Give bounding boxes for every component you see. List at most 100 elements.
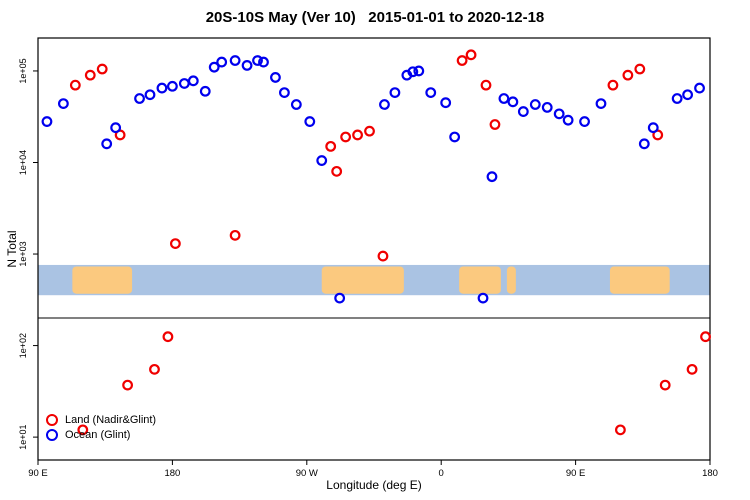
x-tick-label: 90 E	[28, 468, 48, 479]
ocean-series-marker-icon	[46, 428, 58, 441]
data-point-ocean	[498, 93, 510, 104]
data-point-land	[489, 119, 501, 130]
data-point-ocean	[334, 292, 346, 304]
y-tick-label: 1e+02	[18, 333, 28, 358]
map-strip-land-patch	[72, 266, 133, 294]
plot-border	[37, 37, 711, 461]
data-point-land	[686, 363, 698, 375]
data-point-land	[96, 63, 108, 75]
data-point-ocean	[541, 101, 553, 113]
y-tick-label: 1e+01	[18, 424, 28, 449]
data-point-ocean	[694, 82, 705, 94]
data-point-ocean	[529, 99, 541, 110]
y-tick-label: 1e+04	[18, 150, 28, 175]
legend-label-ocean: Ocean (Glint)	[65, 428, 131, 441]
data-point-ocean	[477, 292, 489, 304]
data-point-land	[77, 424, 89, 436]
data-point-ocean	[270, 72, 281, 83]
data-point-land	[325, 140, 337, 152]
data-point-ocean	[304, 116, 316, 127]
data-point-ocean	[671, 93, 683, 104]
data-point-ocean	[407, 66, 419, 78]
data-point-land	[607, 79, 619, 91]
legend-item-ocean: Ocean (Glint)	[46, 427, 156, 442]
data-point-land	[149, 363, 160, 375]
data-point-land	[377, 250, 389, 262]
map-strip-land-patch	[609, 266, 670, 294]
data-point-land	[122, 379, 133, 391]
data-point-ocean	[316, 155, 328, 166]
data-point-land	[69, 79, 81, 91]
data-point-land	[700, 331, 711, 343]
data-point-land	[659, 379, 671, 391]
data-point-ocean	[440, 97, 452, 109]
data-point-ocean	[517, 106, 529, 117]
data-point-land	[615, 424, 626, 436]
data-point-land	[331, 165, 343, 177]
data-point-land	[480, 79, 492, 91]
data-point-land	[229, 229, 241, 241]
data-point-ocean	[156, 82, 168, 94]
x-axis-label: Longitude (deg E)	[326, 478, 422, 492]
data-point-ocean	[682, 89, 693, 101]
data-point-ocean	[638, 138, 650, 150]
x-tick-label: 90 E	[566, 468, 586, 479]
data-point-ocean	[241, 59, 253, 71]
data-point-ocean	[553, 108, 565, 120]
data-point-ocean	[486, 171, 498, 183]
data-point-ocean	[595, 98, 607, 109]
data-point-land	[634, 63, 646, 75]
x-tick-label: 0	[439, 468, 444, 479]
x-tick-label: 180	[702, 468, 718, 479]
data-point-ocean	[110, 122, 122, 134]
map-strip-land-patch	[321, 266, 404, 294]
legend: Land (Nadir&Glint) Ocean (Glint)	[46, 412, 156, 442]
data-point-ocean	[449, 131, 461, 143]
data-point-ocean	[413, 65, 425, 77]
x-tick-label: 180	[164, 468, 180, 479]
chart-title: 20S-10S May (Ver 10) 2015-01-01 to 2020-…	[205, 9, 545, 26]
data-point-land	[456, 55, 468, 66]
data-point-ocean	[379, 99, 390, 110]
data-point-ocean	[279, 87, 290, 99]
legend-item-land: Land (Nadir&Glint)	[46, 412, 156, 427]
data-point-ocean	[41, 116, 53, 127]
data-point-ocean	[166, 80, 178, 92]
data-point-ocean	[252, 55, 263, 66]
x-tick-label: 90 W	[296, 468, 318, 479]
land-series-marker-icon	[46, 413, 58, 426]
data-point-ocean	[579, 116, 590, 127]
y-tick-label: 1e+03	[18, 241, 28, 266]
data-point-land	[162, 331, 174, 343]
data-point-land	[352, 129, 363, 141]
data-point-land	[169, 238, 181, 250]
data-point-ocean	[258, 56, 269, 68]
data-point-ocean	[647, 122, 659, 134]
data-point-land	[340, 131, 352, 143]
data-point-land	[364, 125, 375, 137]
map-strip-land-patch	[506, 266, 516, 294]
legend-label-land: Land (Nadir&Glint)	[65, 413, 157, 426]
map-strip-land-patch	[459, 266, 501, 294]
data-point-ocean	[199, 85, 211, 97]
data-point-ocean	[208, 61, 220, 73]
data-point-ocean	[57, 98, 69, 109]
data-point-ocean	[562, 114, 574, 126]
data-point-ocean	[290, 99, 302, 110]
data-point-ocean	[229, 55, 241, 66]
data-point-ocean	[101, 138, 113, 150]
data-point-ocean	[216, 56, 228, 68]
data-point-ocean	[134, 93, 145, 104]
data-point-ocean	[144, 89, 156, 101]
data-point-ocean	[389, 87, 401, 99]
data-point-land	[465, 49, 477, 61]
data-point-ocean	[507, 96, 519, 108]
data-point-ocean	[178, 78, 190, 89]
y-tick-label: 1e+05	[18, 58, 28, 83]
data-point-land	[84, 69, 96, 81]
data-point-ocean	[425, 87, 437, 99]
data-point-land	[622, 69, 634, 81]
data-point-ocean	[187, 75, 199, 87]
